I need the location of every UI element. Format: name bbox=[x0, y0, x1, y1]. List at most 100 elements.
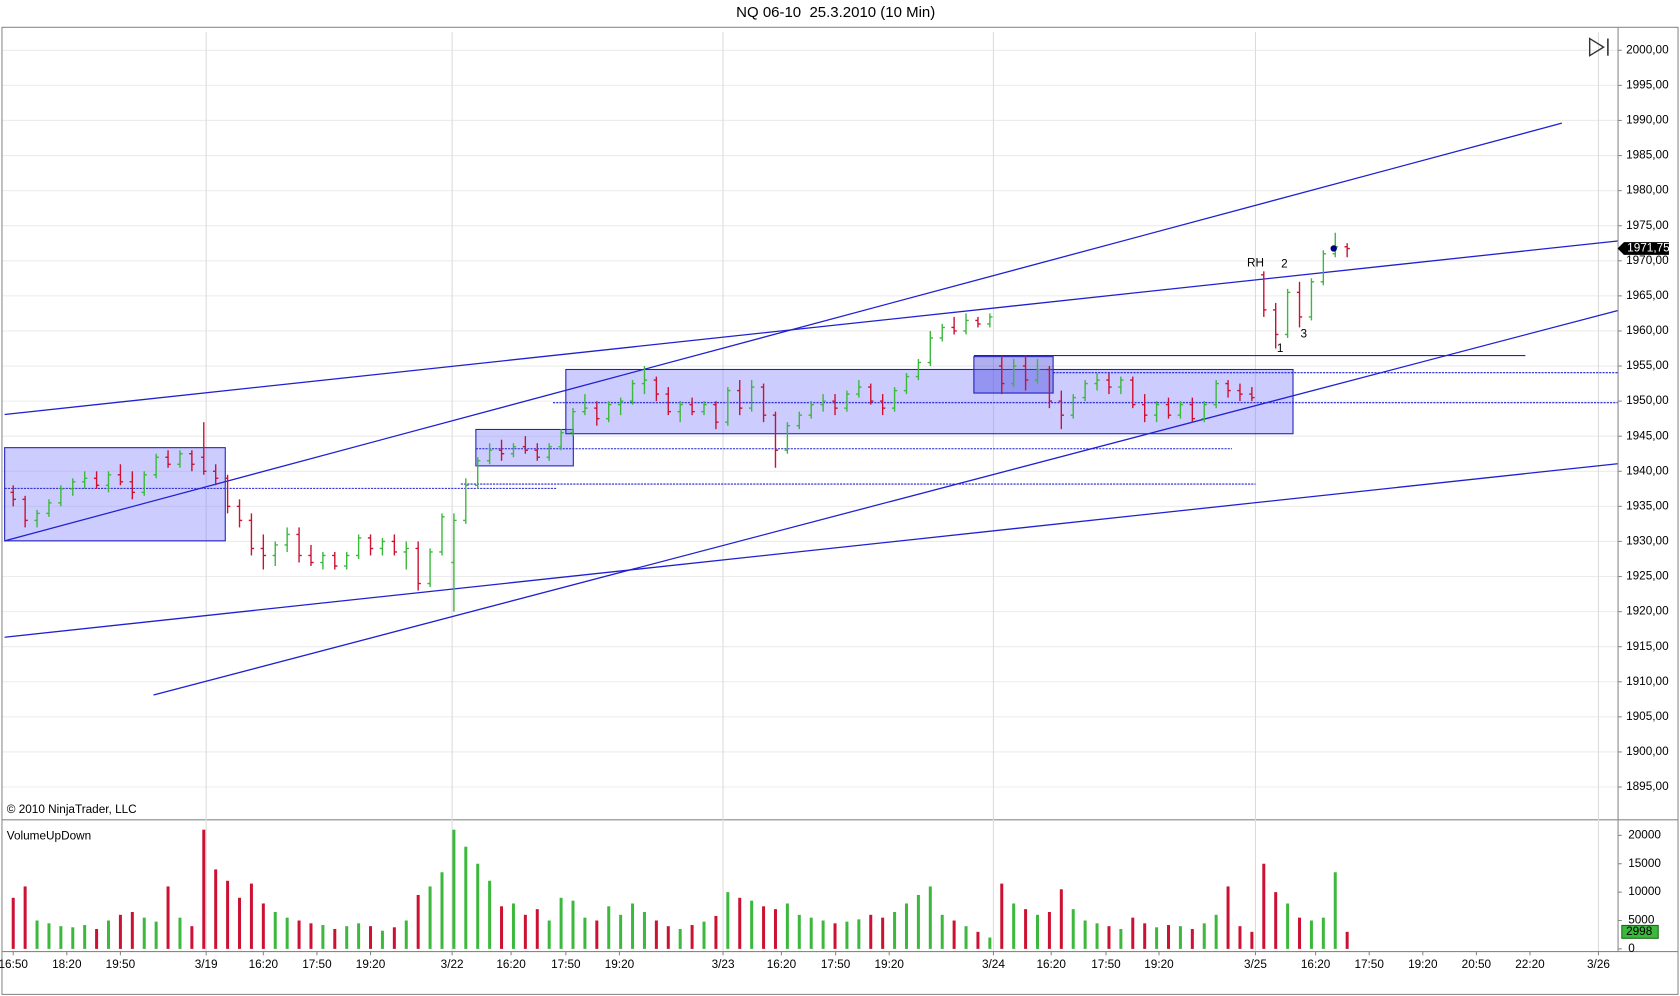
volume-bar bbox=[321, 925, 325, 949]
x-tick-label: 3/24 bbox=[982, 958, 1005, 971]
volume-bar bbox=[1012, 903, 1016, 949]
volume-bar bbox=[1119, 929, 1123, 949]
data-marks bbox=[10, 232, 1350, 949]
volume-bar bbox=[893, 911, 897, 949]
y-tick-label: 5000 bbox=[1628, 914, 1655, 927]
volume-bar bbox=[631, 903, 635, 949]
range-box bbox=[565, 368, 1294, 435]
volume-bar bbox=[142, 917, 146, 949]
volume-bar bbox=[464, 846, 468, 949]
volume-bar bbox=[821, 920, 825, 949]
chart-title: NQ 06-10 25.3.2010 (10 Min) bbox=[736, 4, 935, 21]
x-tick-label: 3/22 bbox=[441, 958, 464, 971]
range-box bbox=[4, 447, 226, 542]
current-marker bbox=[1330, 245, 1337, 252]
volume-bar bbox=[881, 917, 885, 949]
volume-bar bbox=[785, 903, 789, 949]
volume-bar bbox=[964, 926, 968, 949]
volume-bar bbox=[1250, 931, 1254, 949]
volume-bar bbox=[595, 920, 599, 949]
volume-bar bbox=[404, 920, 408, 949]
x-tick-label: 19:50 bbox=[106, 958, 136, 971]
panel-title: VolumeUpDown bbox=[7, 830, 91, 843]
x-tick-label: 19:20 bbox=[874, 958, 904, 971]
volume-bar bbox=[59, 926, 63, 949]
volume-bar bbox=[869, 914, 873, 949]
volume-bar bbox=[1024, 909, 1028, 949]
x-tick-label: 17:50 bbox=[1091, 958, 1121, 971]
volume-bar bbox=[690, 925, 694, 949]
volume-bar bbox=[273, 911, 277, 949]
play-button[interactable] bbox=[1588, 37, 1609, 57]
volume-bar bbox=[249, 883, 253, 949]
annotation: 1 bbox=[1277, 342, 1284, 355]
x-tick-label: 18:20 bbox=[52, 958, 82, 971]
volume-bar bbox=[1107, 926, 1111, 949]
volume-bar bbox=[1333, 872, 1337, 949]
volume-bar bbox=[1345, 931, 1349, 949]
y-tick-label: 1975,00 bbox=[1626, 219, 1669, 232]
volume-bar bbox=[1047, 911, 1051, 949]
volume-bar bbox=[726, 892, 730, 949]
volume-bar bbox=[1000, 883, 1004, 949]
volume-bar bbox=[559, 897, 563, 949]
annotation: 3 bbox=[1300, 327, 1307, 340]
y-tick-label: 1900,00 bbox=[1626, 745, 1669, 758]
x-tick-label: 19:20 bbox=[1408, 958, 1438, 971]
x-tick-label: 3/23 bbox=[712, 958, 735, 971]
annotation: RH bbox=[1247, 257, 1264, 270]
volume-bar bbox=[23, 886, 27, 949]
x-tick-label: 20:50 bbox=[1462, 958, 1492, 971]
watermark: © 2010 NinjaTrader, LLC bbox=[7, 803, 137, 816]
x-tick-label: 16:20 bbox=[1301, 958, 1331, 971]
annotation: 2 bbox=[1281, 258, 1288, 271]
volume-bar bbox=[500, 906, 504, 949]
volume-bar bbox=[1262, 863, 1266, 949]
x-tick-label: 17:50 bbox=[551, 958, 581, 971]
volume-bar bbox=[976, 931, 980, 949]
y-tick-label: 0 bbox=[1628, 942, 1635, 955]
y-tick-label: 15000 bbox=[1628, 857, 1661, 870]
volume-bar bbox=[190, 926, 194, 949]
volume-bar bbox=[476, 863, 480, 949]
volume-bar bbox=[1226, 886, 1230, 949]
volume-bar bbox=[130, 911, 134, 949]
y-tick-label: 1950,00 bbox=[1626, 394, 1669, 407]
volume-bar bbox=[416, 894, 420, 949]
volume-bar bbox=[904, 903, 908, 949]
volume-bar bbox=[1095, 923, 1099, 949]
x-tick-label: 16:20 bbox=[767, 958, 797, 971]
y-tick-label: 1965,00 bbox=[1626, 289, 1669, 302]
volume-bar bbox=[1143, 923, 1147, 949]
volume-bar bbox=[738, 897, 742, 949]
y-tick-label: 1960,00 bbox=[1626, 324, 1669, 337]
volume-bar bbox=[428, 886, 432, 949]
volume-bar bbox=[833, 923, 837, 949]
volume-bar bbox=[762, 906, 766, 949]
volume-bar bbox=[452, 829, 456, 949]
last-volume-marker bbox=[1621, 924, 1659, 939]
frame bbox=[1, 26, 1679, 995]
volume-bar bbox=[1178, 926, 1182, 949]
volume-bar bbox=[285, 917, 289, 949]
volume-bar bbox=[1286, 903, 1290, 949]
volume-bar bbox=[297, 920, 301, 949]
volume-bar bbox=[440, 872, 444, 949]
volume-bar bbox=[309, 923, 313, 949]
volume-bar bbox=[118, 914, 122, 949]
x-tick-label: 16:20 bbox=[1036, 958, 1066, 971]
volume-bar bbox=[488, 880, 492, 949]
y-tick-label: 1995,00 bbox=[1626, 78, 1669, 91]
volume-bar bbox=[47, 923, 51, 949]
y-tick-label: 1925,00 bbox=[1626, 570, 1669, 583]
volume-bar bbox=[1202, 923, 1206, 949]
volume-bar bbox=[797, 914, 801, 949]
volume-bar bbox=[940, 914, 944, 949]
y-tick-label: 1895,00 bbox=[1626, 780, 1669, 793]
volume-bar bbox=[952, 920, 956, 949]
volume-bar bbox=[71, 927, 75, 949]
trend-line bbox=[4, 240, 1618, 416]
volume-bar bbox=[369, 926, 373, 949]
